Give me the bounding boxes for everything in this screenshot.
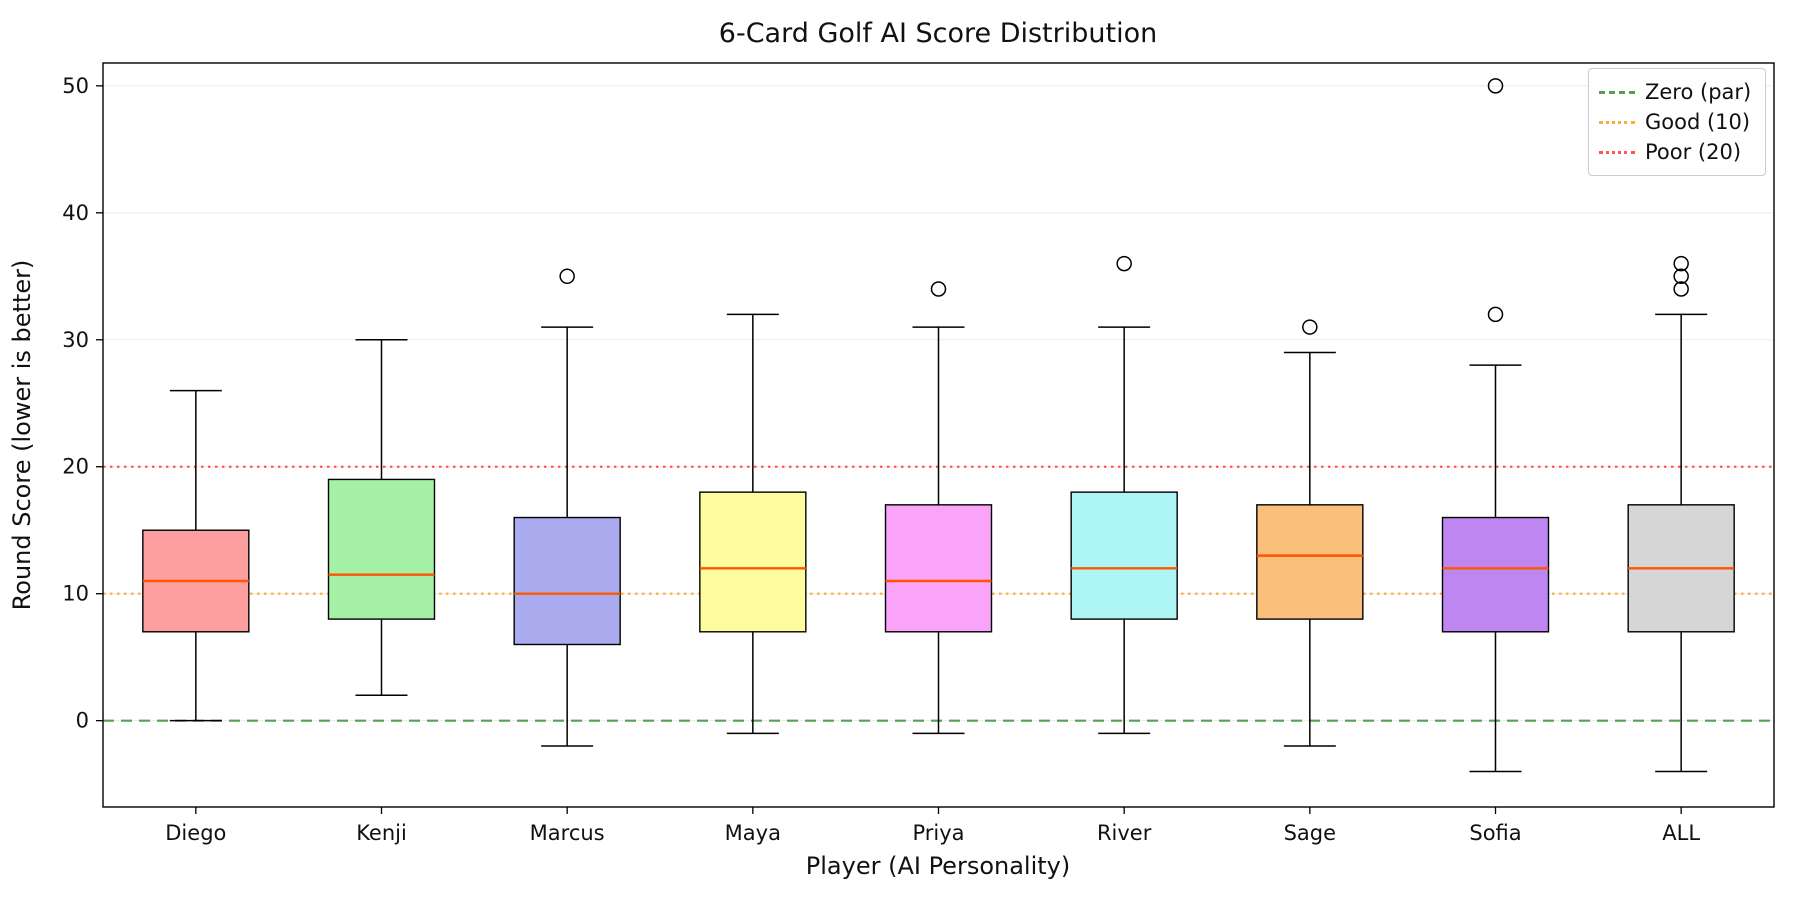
outlier-ALL-36 <box>1673 255 1689 272</box>
legend-item: Zero (par) <box>1599 77 1751 107</box>
legend-label: Zero (par) <box>1645 80 1752 104</box>
box-Maya <box>699 491 807 633</box>
x-tick-label-Sofia: Sofia <box>1469 821 1521 845</box>
outlier-Sofia-32 <box>1487 306 1504 323</box>
x-tick-label-Maya: Maya <box>725 821 781 845</box>
outlier-Marcus-35 <box>559 268 575 285</box>
outlier-Priya-34 <box>930 281 947 297</box>
legend-line-sample-icon <box>1599 120 1635 124</box>
axes-layer: Diego Kenji Marcus Maya Priya River Sage Sofia A… <box>62 62 1775 845</box>
y-tick-label-20: 20 <box>62 455 89 479</box>
x-tick-label-ALL: ALL <box>1662 821 1700 845</box>
y-axis-label: Round Score (lower is better) <box>8 260 36 611</box>
x-tick-label-Priya: Priya <box>912 821 964 845</box>
outlier-ALL-34 <box>1673 281 1689 297</box>
box-Sofia <box>1441 516 1550 633</box>
x-tick-label-Diego: Diego <box>165 821 226 845</box>
legend-label: Poor (20) <box>1645 140 1742 164</box>
outlier-ALL-35 <box>1673 268 1689 285</box>
y-tick-label-30: 30 <box>62 328 89 352</box>
legend-line-sample-icon <box>1599 150 1635 154</box>
y-tick-label-40: 40 <box>62 201 89 225</box>
x-tick-label-River: River <box>1097 821 1152 845</box>
y-tick-label-0: 0 <box>76 709 89 733</box>
outlier-River-36 <box>1116 255 1132 272</box>
box-Sage <box>1256 504 1364 620</box>
y-tick-label-10: 10 <box>62 582 89 606</box>
box-Kenji <box>327 478 436 620</box>
plot-border <box>102 62 1775 808</box>
x-tick-label-Sage: Sage <box>1284 821 1336 845</box>
legend: Zero (par) Good (10) Poor (20) <box>1588 68 1767 176</box>
box-Priya <box>884 504 993 633</box>
box-River <box>1070 491 1178 620</box>
legend-item: Poor (20) <box>1599 137 1751 167</box>
x-axis-label: Player (AI Personality) <box>806 852 1070 880</box>
chart-title: 6-Card Golf AI Score Distribution <box>719 18 1157 49</box>
boxes-layer <box>142 78 1735 773</box>
x-tick-label-Marcus: Marcus <box>530 821 605 845</box>
outlier-Sage-31 <box>1302 319 1318 335</box>
box-Marcus <box>513 516 621 646</box>
legend-label: Good (10) <box>1645 110 1751 134</box>
legend-item: Good (10) <box>1599 107 1751 137</box>
y-tick-label-50: 50 <box>62 74 89 98</box>
outlier-Sofia-50 <box>1487 78 1504 94</box>
x-tick-label-Kenji: Kenji <box>356 821 407 845</box>
legend-line-sample-icon <box>1599 90 1635 94</box>
